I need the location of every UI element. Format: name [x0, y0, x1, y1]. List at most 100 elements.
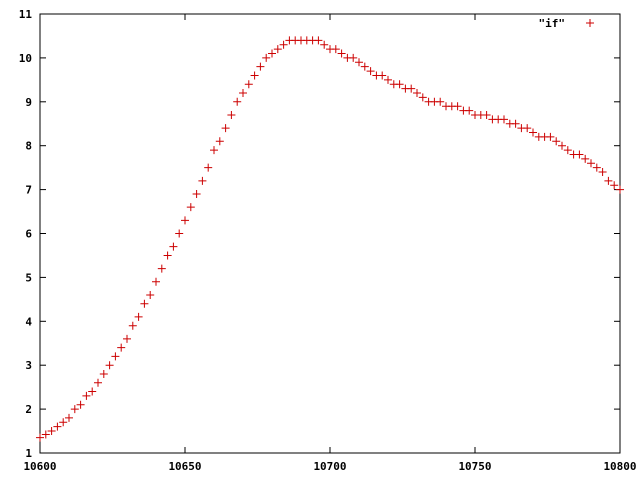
- data-point: [210, 146, 218, 155]
- data-point: [575, 150, 584, 159]
- data-point: [256, 62, 265, 71]
- data-point: [500, 115, 508, 124]
- data-point: [558, 141, 566, 150]
- data-point: [331, 45, 340, 54]
- data-point: [453, 102, 462, 111]
- data-point: [592, 163, 601, 172]
- x-tick-label: 10600: [23, 460, 56, 473]
- data-point: [378, 71, 387, 80]
- data-point: [123, 334, 131, 343]
- data-point: [163, 251, 172, 260]
- x-tick-label: 10700: [313, 460, 346, 473]
- legend-marker-plus: [586, 19, 594, 27]
- data-point: [192, 189, 201, 198]
- x-tick-label: 10750: [458, 460, 491, 473]
- data-point: [59, 418, 68, 427]
- data-point: [94, 378, 102, 387]
- data-point: [366, 67, 375, 76]
- y-tick-label: 1: [25, 447, 32, 460]
- data-point: [82, 391, 91, 400]
- data-point: [407, 84, 416, 93]
- data-point: [186, 203, 195, 212]
- data-point: [157, 264, 166, 273]
- y-tick-label: 2: [25, 403, 32, 416]
- data-point: [65, 413, 73, 422]
- data-point: [529, 128, 537, 137]
- data-point: [204, 163, 213, 172]
- data-point: [128, 321, 137, 330]
- data-point: [610, 181, 619, 190]
- y-tick-label: 3: [25, 359, 32, 372]
- data-point: [360, 62, 369, 71]
- data-point: [233, 97, 242, 106]
- data-point: [53, 422, 62, 431]
- data-point: [511, 119, 520, 128]
- data-point: [262, 53, 271, 62]
- data-point: [175, 229, 184, 238]
- data-point: [384, 75, 392, 84]
- data-point: [587, 159, 595, 168]
- data-point: [616, 185, 624, 194]
- data-point: [552, 137, 561, 146]
- data-point: [355, 58, 363, 67]
- data-point: [250, 71, 259, 80]
- data-point: [546, 132, 555, 141]
- data-point: [418, 93, 427, 102]
- data-point: [181, 216, 189, 225]
- data-point: [279, 40, 288, 49]
- legend-marker: [586, 19, 594, 27]
- data-point: [221, 124, 230, 133]
- y-tick-label: 9: [25, 96, 32, 109]
- data-point: [36, 433, 44, 442]
- data-point: [140, 299, 149, 308]
- data-point: [70, 405, 79, 414]
- data-point: [523, 124, 532, 133]
- data-point: [76, 400, 85, 409]
- data-point: [41, 430, 50, 439]
- legend-label: "if": [539, 17, 566, 30]
- data-point: [482, 110, 491, 119]
- data-point: [337, 49, 346, 58]
- data-point: [320, 40, 329, 49]
- data-point: [117, 343, 126, 352]
- y-tick-label: 6: [25, 228, 32, 241]
- data-point: [105, 361, 114, 370]
- data-point: [215, 137, 224, 146]
- data-point: [604, 176, 613, 185]
- x-tick-label: 10800: [603, 460, 636, 473]
- data-point: [47, 427, 56, 436]
- data-point: [465, 106, 474, 115]
- data-point: [581, 154, 590, 163]
- y-tick-label: 5: [25, 271, 32, 284]
- data-point: [88, 387, 97, 396]
- legend: "if": [539, 17, 594, 30]
- data-point: [395, 80, 404, 89]
- data-points: [36, 36, 624, 442]
- data-point: [227, 110, 236, 119]
- data-point: [134, 312, 143, 321]
- y-tick-label: 8: [25, 140, 32, 153]
- data-point: [349, 53, 358, 62]
- data-point: [268, 49, 276, 58]
- data-point: [111, 352, 120, 361]
- data-point: [198, 176, 207, 185]
- data-point: [239, 89, 247, 98]
- axis-ticks: 10600 10650 10700 10750 10800 1 2 3 4 5 6 7 8 9 10 11: [19, 8, 637, 473]
- y-tick-label: 4: [25, 315, 32, 328]
- data-point: [146, 290, 155, 299]
- data-point: [413, 89, 421, 98]
- data-point: [244, 80, 253, 89]
- data-point: [152, 277, 160, 286]
- plot-frame: [39, 13, 621, 454]
- data-point: [563, 146, 572, 155]
- data-point: [99, 369, 108, 378]
- y-tick-label: 11: [19, 8, 33, 21]
- x-tick-label: 10650: [168, 460, 201, 473]
- data-point: [273, 45, 282, 54]
- data-point: [436, 97, 445, 106]
- y-tick-label: 7: [25, 184, 32, 197]
- data-point: [598, 168, 607, 177]
- y-tick-label: 10: [19, 52, 32, 65]
- data-point: [314, 36, 323, 45]
